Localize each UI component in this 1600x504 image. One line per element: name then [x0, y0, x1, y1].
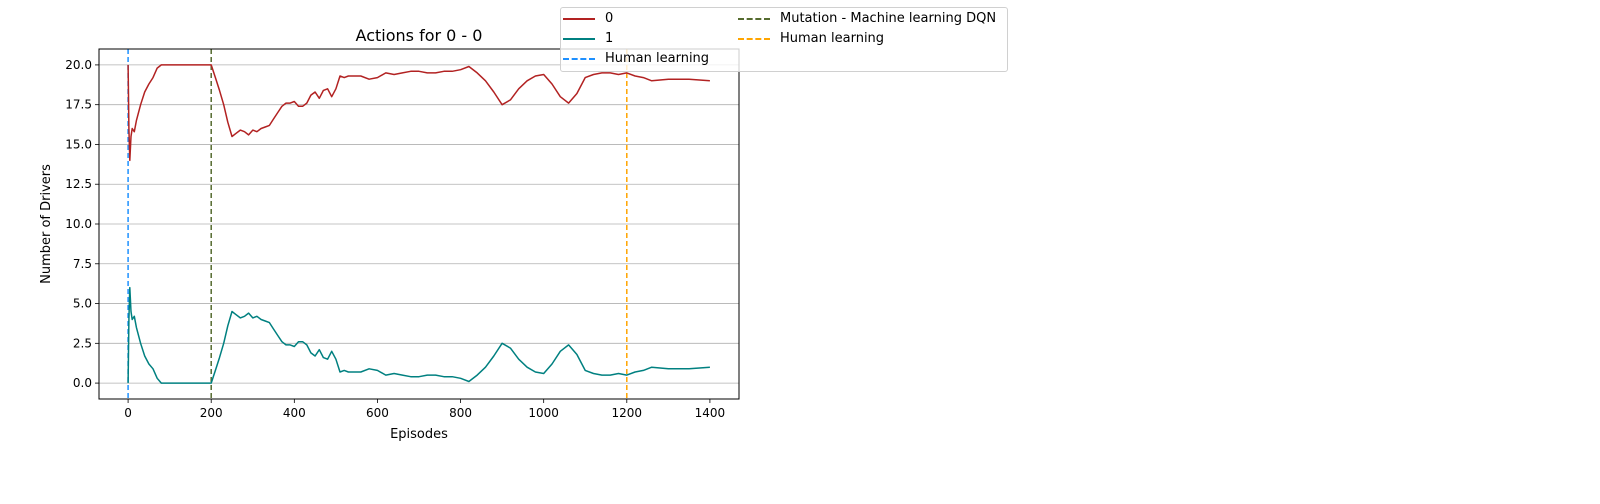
gridlines — [99, 64, 739, 384]
x-axis-label: Episodes — [390, 427, 448, 442]
legend-label: 0 — [605, 11, 614, 26]
legend-swatch — [738, 17, 770, 20]
legend-label: Mutation - Machine learning DQN — [780, 11, 997, 26]
y-tick-label: 5.0 — [73, 297, 92, 311]
legend-item-series-0: 0 — [563, 11, 613, 26]
legend-swatch — [563, 57, 595, 60]
legend-item-series-1: 1 — [563, 31, 613, 46]
x-tick-label: 400 — [283, 406, 306, 420]
legend: 0 1 Human learning Mutation - Machine le… — [560, 7, 1008, 72]
legend-item-human-learning-start: Human learning — [563, 51, 709, 66]
y-tick-label: 0.0 — [73, 376, 92, 390]
y-tick-label: 7.5 — [73, 257, 92, 271]
plot-frame — [98, 48, 740, 400]
x-tick-label: 0 — [124, 406, 132, 420]
x-tick-label: 1200 — [612, 406, 643, 420]
y-tick-label: 15.0 — [65, 137, 92, 151]
legend-item-mutation-dqn: Mutation - Machine learning DQN — [738, 11, 996, 26]
y-tick-label: 17.5 — [65, 98, 92, 112]
y-tick-label: 20.0 — [65, 58, 92, 72]
legend-swatch — [738, 37, 770, 40]
y-tick-label: 2.5 — [73, 336, 92, 350]
y-tick-label: 10.0 — [65, 217, 92, 231]
chart-title: Actions for 0 - 0 — [356, 26, 483, 45]
x-tick-label: 200 — [200, 406, 223, 420]
series-lines — [127, 64, 710, 384]
legend-swatch — [563, 37, 595, 40]
y-tick-label: 12.5 — [65, 177, 92, 191]
legend-item-human-learning-end: Human learning — [738, 31, 884, 46]
legend-label: 1 — [605, 31, 614, 46]
x-tick-label: 800 — [449, 406, 472, 420]
y-axis-label: Number of Drivers — [39, 164, 54, 284]
legend-label: Human learning — [780, 31, 885, 46]
series-line-0 — [127, 64, 710, 162]
x-tick-label: 600 — [366, 406, 389, 420]
legend-swatch — [563, 17, 595, 20]
series-line-1 — [127, 286, 710, 384]
legend-label: Human learning — [605, 51, 710, 66]
axis-ticks: 0.0 2.5 5.0 7.5 10.0 12.5 15.0 17.5 20.0 0 200 400 6… — [65, 58, 725, 420]
x-tick-label: 1000 — [528, 406, 559, 420]
x-tick-label: 1400 — [695, 406, 726, 420]
